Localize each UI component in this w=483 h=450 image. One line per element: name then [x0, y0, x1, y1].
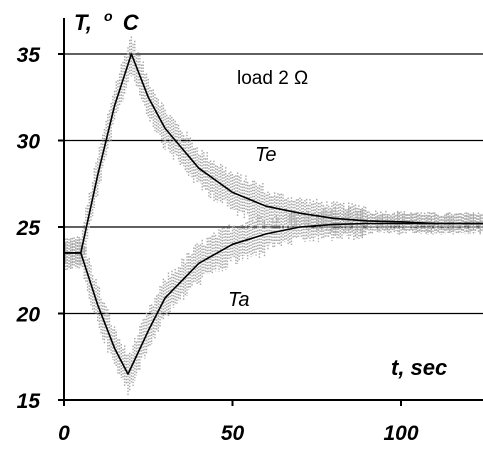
- x-axis-title: t, sec: [391, 355, 447, 380]
- series-label-te: Te: [255, 144, 277, 166]
- series-line-ta: [64, 222, 483, 375]
- y-axis-title-main: T,: [74, 10, 92, 35]
- x-tick-label-100: 100: [383, 422, 418, 445]
- y-axis-title-unit: C: [123, 10, 140, 35]
- series-label-ta: Ta: [228, 289, 250, 311]
- series-line-te: [64, 53, 483, 254]
- tick-labels: 15 20 25 30 35 0 50 100: [16, 44, 419, 445]
- series-lines: [64, 53, 483, 375]
- y-tick-label-30: 30: [17, 131, 41, 154]
- load-annotation: load 2 Ω: [237, 68, 308, 89]
- y-tick-label-25: 25: [16, 217, 41, 240]
- axes: [58, 18, 483, 406]
- x-tick-label-50: 50: [221, 422, 245, 445]
- y-axis-title: T, o C: [74, 1, 140, 35]
- grid-lines: [64, 53, 483, 315]
- y-axis-title-degree: o: [104, 8, 113, 24]
- y-tick-label-15: 15: [17, 390, 41, 413]
- x-tick-label-0: 0: [58, 422, 70, 445]
- y-tick-label-20: 20: [16, 304, 41, 327]
- y-tick-label-35: 35: [17, 44, 41, 67]
- measurement-noise-layer: [63, 36, 483, 396]
